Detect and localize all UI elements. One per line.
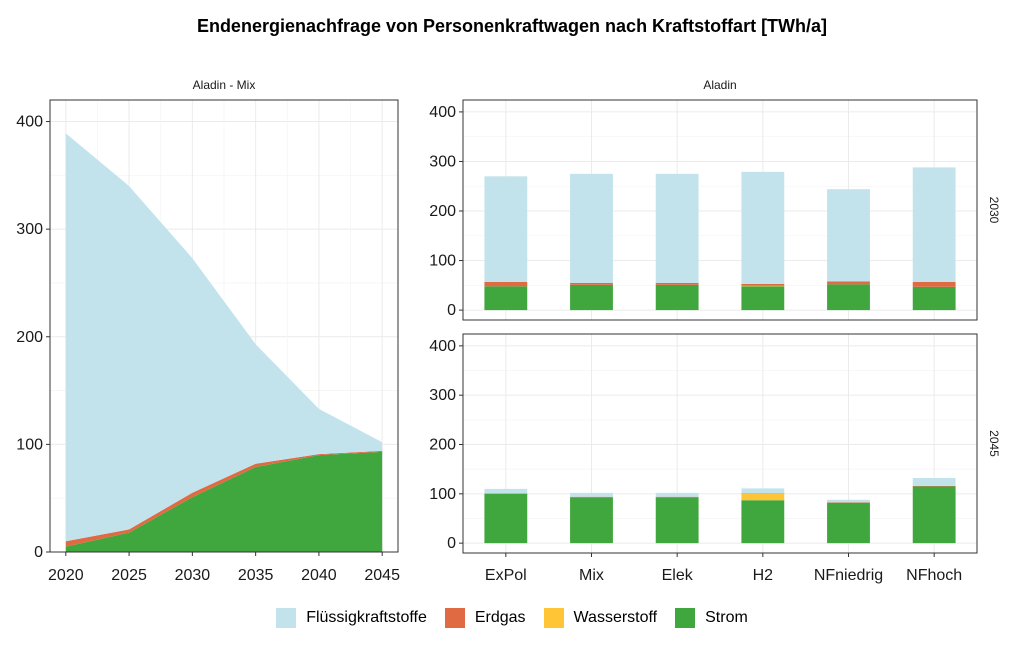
bar-panel-2030-facet-label: Aladin bbox=[703, 78, 736, 92]
bar-panel-2045-row-label: 2045 bbox=[987, 430, 1001, 457]
bar-panel-2030-y-tick-label: 200 bbox=[429, 203, 456, 220]
area-x-tick-label: 2035 bbox=[238, 567, 274, 584]
bar-panel-2030-border bbox=[462, 99, 978, 321]
bar-panel-2045-bar-nfhoch-flüssigkraftstoffe bbox=[912, 478, 956, 486]
legend-label: Wasserstoff bbox=[573, 609, 658, 626]
bar-panel-2045-y-tick-label: 400 bbox=[429, 338, 456, 355]
bar-panel-2030-bar-elek-flüssigkraftstoffe bbox=[655, 173, 699, 283]
bar-panel-2045-bar-nfhoch-strom bbox=[912, 486, 956, 544]
legend-label: Strom bbox=[705, 609, 748, 626]
bar-panel-2045-bar-expol-flüssigkraftstoffe bbox=[484, 488, 528, 494]
bar-panel-2045-y-tick-label: 200 bbox=[429, 437, 456, 454]
area-series-flüssigkraftstoffe bbox=[65, 133, 383, 542]
bar-panel-2030-y-tick-label: 0 bbox=[447, 302, 456, 319]
bar-panel-2045-bar-h2-flüssigkraftstoffe bbox=[741, 488, 785, 494]
chart-title: Endenergienachfrage von Personenkraftwag… bbox=[196, 16, 828, 36]
area-series-strom bbox=[65, 451, 383, 552]
bar-panel-2030-row-label: 2030 bbox=[987, 197, 1001, 224]
legend-item-flüssigkraftstoffe: Flüssigkraftstoffe bbox=[276, 608, 427, 628]
bar-panel-2045-background bbox=[463, 334, 977, 553]
bar-panel-2045-x-tick-label: Mix bbox=[579, 567, 604, 584]
area-facet-label: Aladin - Mix bbox=[193, 78, 256, 92]
area-x-tick-label: 2045 bbox=[364, 567, 400, 584]
bar-panel-2030-y-tick-label: 400 bbox=[429, 104, 456, 121]
bar-panel-2045-bar-mix-strom bbox=[570, 497, 613, 544]
bar-panel-2030-bar-mix-flüssigkraftstoffe bbox=[570, 173, 613, 283]
legend-swatch bbox=[543, 608, 564, 628]
bar-panel-2045-y-tick-label: 0 bbox=[447, 535, 456, 552]
bar-panel-2030-bar-mix-strom bbox=[570, 284, 613, 311]
area-x-tick-label: 2025 bbox=[111, 567, 147, 584]
bar-panel-2030-y-tick-label: 300 bbox=[429, 153, 456, 170]
legend-label: Flüssigkraftstoffe bbox=[306, 609, 427, 626]
legend-item-wasserstoff: Wasserstoff bbox=[543, 608, 658, 628]
bar-panel-2045-x-tick-label: ExPol bbox=[485, 567, 527, 584]
bar-panel-2030-bar-nfhoch-flüssigkraftstoffe bbox=[912, 167, 956, 282]
bar-panel-2045-bar-h2-strom bbox=[741, 500, 785, 544]
bar-panel-2045-x-tick-label: NFniedrig bbox=[814, 567, 883, 584]
bar-panel-2030-bar-h2-flüssigkraftstoffe bbox=[741, 171, 785, 284]
area-y-tick-label: 300 bbox=[16, 221, 43, 238]
bar-panel-2045-y-tick-label: 300 bbox=[429, 387, 456, 404]
area-y-tick-label: 100 bbox=[16, 436, 43, 453]
area-y-tick-label: 200 bbox=[16, 329, 43, 346]
bar-panel-2030-bar-h2-erdgas bbox=[741, 283, 785, 286]
bar-panel-2030-background bbox=[463, 100, 977, 320]
bar-panel-2030-y-tick-label: 100 bbox=[429, 253, 456, 270]
area-x-tick-label: 2030 bbox=[175, 567, 211, 584]
bar-panel-2030-bar-mix-erdgas bbox=[570, 282, 613, 285]
bar-panel-2030-bar-elek-strom bbox=[655, 284, 699, 311]
bar-panel-2030-bar-expol-flüssigkraftstoffe bbox=[484, 176, 528, 282]
bar-panel-2045-y-tick-label: 100 bbox=[429, 486, 456, 503]
area-y-tick-label: 400 bbox=[16, 114, 43, 131]
bar-panel-2030-bar-nfniedrig-flüssigkraftstoffe bbox=[827, 189, 870, 282]
legend-swatch bbox=[675, 608, 696, 628]
bar-panel-2045-x-tick-label: NFhoch bbox=[906, 567, 962, 584]
area-y-tick-label: 0 bbox=[34, 544, 43, 561]
bar-panel-2030-bar-h2-strom bbox=[741, 286, 785, 311]
bar-panel-2045-x-tick-label: H2 bbox=[753, 567, 774, 584]
bar-panel-2045-bar-expol-strom bbox=[484, 493, 528, 544]
bar-panel-2045-border bbox=[462, 333, 978, 554]
bar-panel-2030-bar-expol-strom bbox=[484, 286, 528, 311]
legend-item-strom: Strom bbox=[675, 608, 748, 628]
bar-panel-2030-bar-nfhoch-erdgas bbox=[912, 281, 956, 287]
legend-item-erdgas: Erdgas bbox=[444, 608, 526, 628]
bar-panel-2045-bar-nfniedrig-flüssigkraftstoffe bbox=[827, 499, 870, 503]
area-x-tick-label: 2020 bbox=[48, 567, 84, 584]
bar-panel-2045-bar-elek-flüssigkraftstoffe bbox=[655, 492, 699, 497]
bar-panel-2030-bar-nfhoch-strom bbox=[912, 286, 956, 311]
bar-panel-2030-bar-expol-erdgas bbox=[484, 281, 528, 287]
area-panel-border bbox=[49, 99, 399, 553]
legend-swatch bbox=[276, 608, 297, 628]
bar-panel-2045-bar-h2-wasserstoff bbox=[741, 493, 785, 501]
chart-legend: Flüssigkraftstoffe Erdgas Wasserstoff Strom bbox=[0, 608, 1024, 628]
bar-panel-2030-bar-elek-erdgas bbox=[655, 282, 699, 285]
area-x-tick-label: 2040 bbox=[301, 567, 337, 584]
bar-panel-2045-bar-nfniedrig-strom bbox=[827, 502, 870, 544]
area-series-erdgas bbox=[65, 450, 383, 547]
bar-panel-2045-bar-mix-flüssigkraftstoffe bbox=[570, 492, 613, 497]
bar-panel-2030-bar-nfniedrig-strom bbox=[827, 284, 870, 311]
legend-label: Erdgas bbox=[474, 609, 526, 626]
bar-panel-2045-bar-elek-strom bbox=[655, 497, 699, 544]
legend-swatch bbox=[444, 608, 465, 628]
bar-panel-2030-bar-nfniedrig-erdgas bbox=[827, 281, 870, 285]
bar-panel-2045-x-tick-label: Elek bbox=[662, 567, 694, 584]
